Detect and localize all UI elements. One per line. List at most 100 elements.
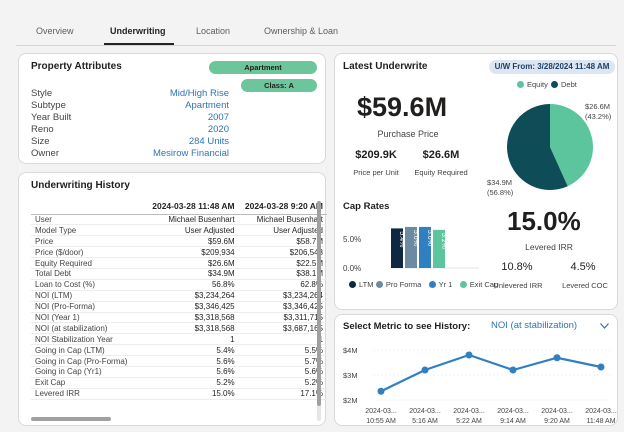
latest-underwrite-card: Latest Underwrite U/W From: 3/28/2024 11…: [334, 53, 618, 310]
history-row-label: Price: [31, 235, 139, 248]
x-tick-label: 2024-03...: [453, 408, 485, 415]
history-row: Going in Cap (Pro-Forma) 5.6% 5.7%: [31, 355, 327, 367]
price-per-unit-value: $209.9K: [355, 149, 397, 161]
attr-value-owner: Mesirow Financial: [152, 148, 229, 159]
cap-legend-dot: [349, 281, 356, 288]
history-cell: 5.4%: [138, 344, 239, 357]
history-row: Going in Cap (Yr1) 5.6% 5.6%: [31, 366, 327, 378]
data-point[interactable]: [465, 351, 473, 359]
history-cell: Michael Busenhart: [238, 214, 327, 226]
cap-rate-bar[interactable]: [405, 226, 417, 268]
data-point[interactable]: [553, 354, 561, 362]
history-column-header: 2024-03-28 11:48 AM: [138, 199, 239, 215]
pie-legend-equity: Equity: [517, 80, 548, 89]
x-tick-label: 5:22 AM: [456, 418, 482, 425]
history-cell: $3,311,715: [238, 312, 327, 324]
history-cell: $3,346,425: [238, 301, 327, 313]
data-point[interactable]: [509, 366, 517, 374]
levered-coc-value: 4.5%: [570, 261, 596, 273]
metric-history-card: Select Metric to see History: NOI (at st…: [334, 314, 618, 426]
history-cell: 5.5%: [238, 344, 327, 357]
attr-label-subtype: Subtype: [31, 100, 66, 111]
vertical-scroll-thumb[interactable]: [317, 201, 321, 406]
history-row: Total Debt $34.9M $38.1M: [31, 268, 327, 280]
history-cell: 5.6%: [138, 366, 239, 378]
history-row: User Michael Busenhart Michael Busenhart: [31, 214, 327, 226]
cap-rates-legend: LTM Pro Forma Yr 1 Exit Cap: [349, 280, 509, 292]
cap-legend-label: Yr 1: [438, 280, 453, 289]
history-row-label: User: [31, 214, 139, 226]
horizontal-scroll-thumb[interactable]: [31, 417, 111, 421]
attr-value-subtype: Apartment: [185, 100, 229, 111]
pie-label-equity-pct: (43.2%): [585, 112, 612, 121]
history-cell: $209,934: [138, 246, 239, 259]
equity-required-label: Equity Required: [414, 168, 468, 177]
cap-legend-item: Exit Cap: [459, 280, 499, 289]
data-point[interactable]: [377, 387, 385, 395]
history-cell: 5.6%: [238, 366, 327, 378]
cap-legend-label: Exit Cap: [469, 280, 499, 289]
attr-label-size: Size: [31, 136, 50, 147]
levered-irr-value: 15.0%: [507, 206, 581, 236]
property-class-pill: Class: A: [241, 79, 317, 92]
series-line: [380, 353, 602, 393]
history-cell: $22.5M: [238, 257, 327, 269]
x-tick-label: 9:20 AM: [544, 418, 570, 425]
cap-legend-dot: [375, 281, 383, 288]
history-table-viewport[interactable]: 2024-03-28 11:48 AM 2024-03-28 9:20 AM U…: [31, 199, 327, 417]
history-row-label: Going in Cap (Pro-Forma): [31, 355, 139, 367]
property-attributes-title: Property Attributes: [31, 61, 122, 72]
history-row: Price ($/door) $209,934 $206,548: [31, 246, 327, 259]
vertical-scrollbar[interactable]: [317, 201, 321, 421]
history-cell: $58.7M: [238, 235, 327, 248]
history-cell: $3,234,264: [138, 290, 239, 302]
y-tick-label: $2M: [343, 396, 358, 405]
cap-rate-bar[interactable]: [391, 228, 403, 268]
history-column-header: 2024-03-28 9:20 AM: [238, 199, 327, 215]
tab-location[interactable]: Location: [196, 26, 231, 36]
underwriting-history-title: Underwriting History: [31, 180, 130, 191]
cap-legend-label: LTM: [359, 280, 374, 289]
history-row: Loan to Cost (%) 56.8% 62.8%: [31, 279, 327, 291]
history-row-label: NOI (at stabilization): [31, 322, 139, 335]
history-cell: $26.6M: [138, 257, 239, 269]
data-point[interactable]: [597, 363, 605, 371]
metric-select-dropdown[interactable]: NOI (at stabilization): [491, 320, 613, 334]
uw-date-badge: U/W From: 3/28/2024 11:48 AM: [489, 60, 615, 74]
cap-rate-bar-label: 5.2%: [440, 233, 447, 249]
data-point[interactable]: [421, 366, 429, 374]
cap-rates-y-bottom: 0.0%: [343, 264, 362, 273]
tab-bar: Overview Underwriting Location Ownership…: [16, 20, 616, 46]
attr-value-style: Mid/High Rise: [169, 88, 229, 99]
cap-legend-label: Pro Forma: [385, 280, 422, 289]
history-cell: 1: [238, 333, 327, 346]
cap-rate-bar[interactable]: [419, 226, 431, 268]
tab-overview[interactable]: Overview: [36, 26, 74, 36]
x-tick-label: 10:55 AM: [366, 418, 396, 425]
cap-legend-item: Pro Forma: [375, 280, 422, 289]
history-cell: 62.8%: [238, 279, 327, 291]
attr-value-reno: 2020: [207, 124, 229, 135]
attr-label-style: Style: [31, 88, 53, 99]
history-row: NOI (LTM) $3,234,264 $3,234,264: [31, 290, 327, 302]
history-table: 2024-03-28 11:48 AM 2024-03-28 9:20 AM U…: [31, 199, 327, 400]
x-tick-label: 2024-03...: [409, 408, 441, 415]
history-row: Model Type User Adjusted User Adjusted: [31, 224, 327, 237]
tab-underwriting[interactable]: Underwriting: [110, 26, 166, 36]
history-cell: 1: [138, 333, 239, 346]
attr-value-year-built: 2007: [207, 112, 229, 123]
x-tick-label: 2024-03...: [497, 408, 529, 415]
equity-debt-pie: [507, 104, 593, 190]
latest-underwrite-title: Latest Underwrite: [343, 61, 428, 72]
tab-ownership-loan[interactable]: Ownership & Loan: [264, 26, 339, 36]
history-cell: 5.2%: [238, 377, 327, 389]
attr-label-year-built: Year Built: [31, 112, 72, 123]
history-row-label: NOI Stabilization Year: [31, 333, 139, 346]
attr-label-owner: Owner: [31, 148, 59, 159]
pie-slice-equity: [550, 104, 593, 187]
history-cell: 17.1%: [238, 388, 327, 400]
history-cell: User Adjusted: [238, 224, 327, 237]
cap-rate-bar[interactable]: [433, 229, 445, 268]
history-cell: $3,318,568: [138, 322, 239, 335]
x-tick-label: 2024-03...: [585, 408, 617, 415]
